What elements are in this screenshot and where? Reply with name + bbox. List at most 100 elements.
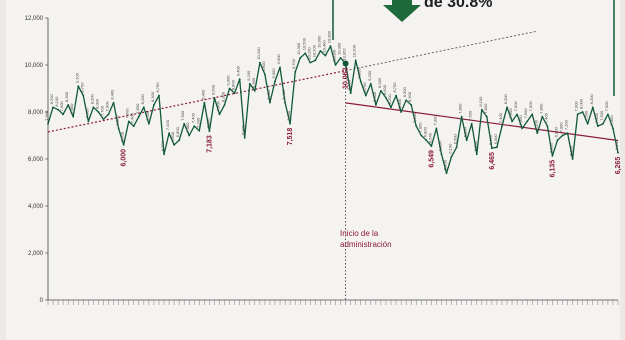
y-tick-label: 6,000 — [28, 157, 44, 163]
data-point — [536, 132, 539, 135]
data-point — [364, 94, 367, 97]
data-point — [506, 106, 508, 109]
data-point — [62, 113, 65, 116]
value-label: 7,000 — [559, 122, 564, 133]
data-point — [72, 115, 75, 118]
value-label: 9,200 — [367, 70, 372, 81]
data-point — [218, 113, 221, 116]
data-point — [102, 118, 105, 120]
data-point — [596, 125, 599, 127]
data-point — [208, 130, 211, 133]
value-label: 8,200 — [387, 94, 392, 105]
data-point — [158, 94, 160, 97]
value-label: 6,200 — [473, 141, 478, 152]
value-label: 7,300 — [609, 115, 614, 126]
data-point — [213, 97, 216, 99]
data-point — [122, 144, 125, 146]
value-label: 10,500 — [301, 37, 306, 50]
value-label: 6,900 — [241, 124, 246, 135]
data-point — [279, 66, 281, 69]
data-point — [248, 82, 251, 85]
value-label: 8,800 — [347, 79, 352, 90]
data-point — [339, 57, 342, 59]
value-label: 7,900 — [216, 101, 221, 112]
callout-label: 6,549 — [428, 150, 435, 168]
data-point — [97, 111, 100, 113]
data-point — [485, 115, 488, 118]
value-label: 7,900 — [513, 101, 518, 112]
value-label: 10,100 — [306, 47, 311, 60]
headline-text: de 30.8% — [424, 0, 492, 11]
value-label: 8,900 — [251, 77, 256, 88]
data-point — [147, 122, 150, 125]
value-label: 8,800 — [231, 79, 236, 90]
value-label: 7,180 — [205, 117, 210, 128]
value-label: 7,300 — [432, 115, 437, 126]
data-point — [127, 120, 130, 123]
callout-label: 6,000 — [121, 149, 128, 167]
data-point — [243, 136, 246, 139]
data-point — [415, 125, 418, 127]
value-label: 6,549 — [427, 132, 432, 143]
data-point — [274, 80, 276, 83]
trend-line-after — [345, 102, 619, 142]
value-label: 8,600 — [210, 84, 215, 95]
data-point — [168, 132, 170, 135]
callout-label: 6,465 — [489, 152, 496, 170]
data-point — [269, 101, 271, 104]
data-point — [223, 104, 226, 106]
value-label: 9,300 — [357, 68, 362, 79]
down-arrow-icon — [383, 0, 421, 22]
value-label: 9,000 — [226, 75, 231, 86]
data-point — [430, 145, 433, 147]
value-label: 7,800 — [458, 103, 463, 114]
data-point — [475, 153, 478, 156]
value-label: 7,500 — [145, 110, 150, 121]
value-label: 7,600 — [84, 108, 89, 119]
data-point — [612, 127, 614, 130]
value-label: 6,800 — [175, 126, 180, 137]
value-label: 9,300 — [271, 68, 276, 79]
callout-label: 7,183 — [206, 135, 213, 153]
callout-label: 10,062 — [343, 67, 350, 89]
data-point — [440, 153, 443, 156]
value-label: 7,500 — [286, 110, 291, 121]
value-label: 8,600 — [382, 84, 387, 95]
data-point — [490, 147, 493, 149]
data-point — [405, 99, 408, 102]
value-label: 7,500 — [468, 110, 473, 121]
value-label: 7,600 — [125, 108, 130, 119]
data-point — [87, 120, 90, 123]
data-point — [284, 101, 286, 104]
data-point — [581, 111, 584, 113]
value-label: 6,465 — [488, 134, 493, 145]
value-label: 8,100 — [54, 96, 59, 107]
value-label: 8,400 — [200, 89, 205, 100]
value-label: 7,900 — [105, 101, 110, 112]
value-label: 6,100 — [448, 143, 453, 154]
value-label: 6,135 — [548, 142, 553, 153]
data-point — [107, 113, 110, 116]
value-label: 5,400 — [442, 159, 447, 170]
data-point — [309, 61, 312, 64]
data-point — [163, 153, 165, 156]
data-point — [541, 115, 544, 118]
data-point — [183, 122, 186, 125]
value-label: 6,800 — [463, 126, 468, 137]
data-point — [561, 134, 564, 137]
value-label: 7,600 — [508, 108, 513, 119]
trend-line-projection — [345, 30, 538, 72]
data-point — [617, 151, 619, 154]
value-label: 7,100 — [533, 119, 538, 130]
data-point — [546, 125, 549, 127]
value-label: 7,900 — [528, 101, 533, 112]
value-label: 7,800 — [538, 103, 543, 114]
y-tick-label: 12,000 — [25, 16, 44, 22]
value-label: 7,000 — [185, 122, 190, 133]
value-label: 8,000 — [397, 98, 402, 109]
value-label: 8,200 — [589, 94, 594, 105]
data-point — [334, 64, 337, 66]
value-label: 6,200 — [160, 141, 165, 152]
data-point — [390, 106, 392, 109]
